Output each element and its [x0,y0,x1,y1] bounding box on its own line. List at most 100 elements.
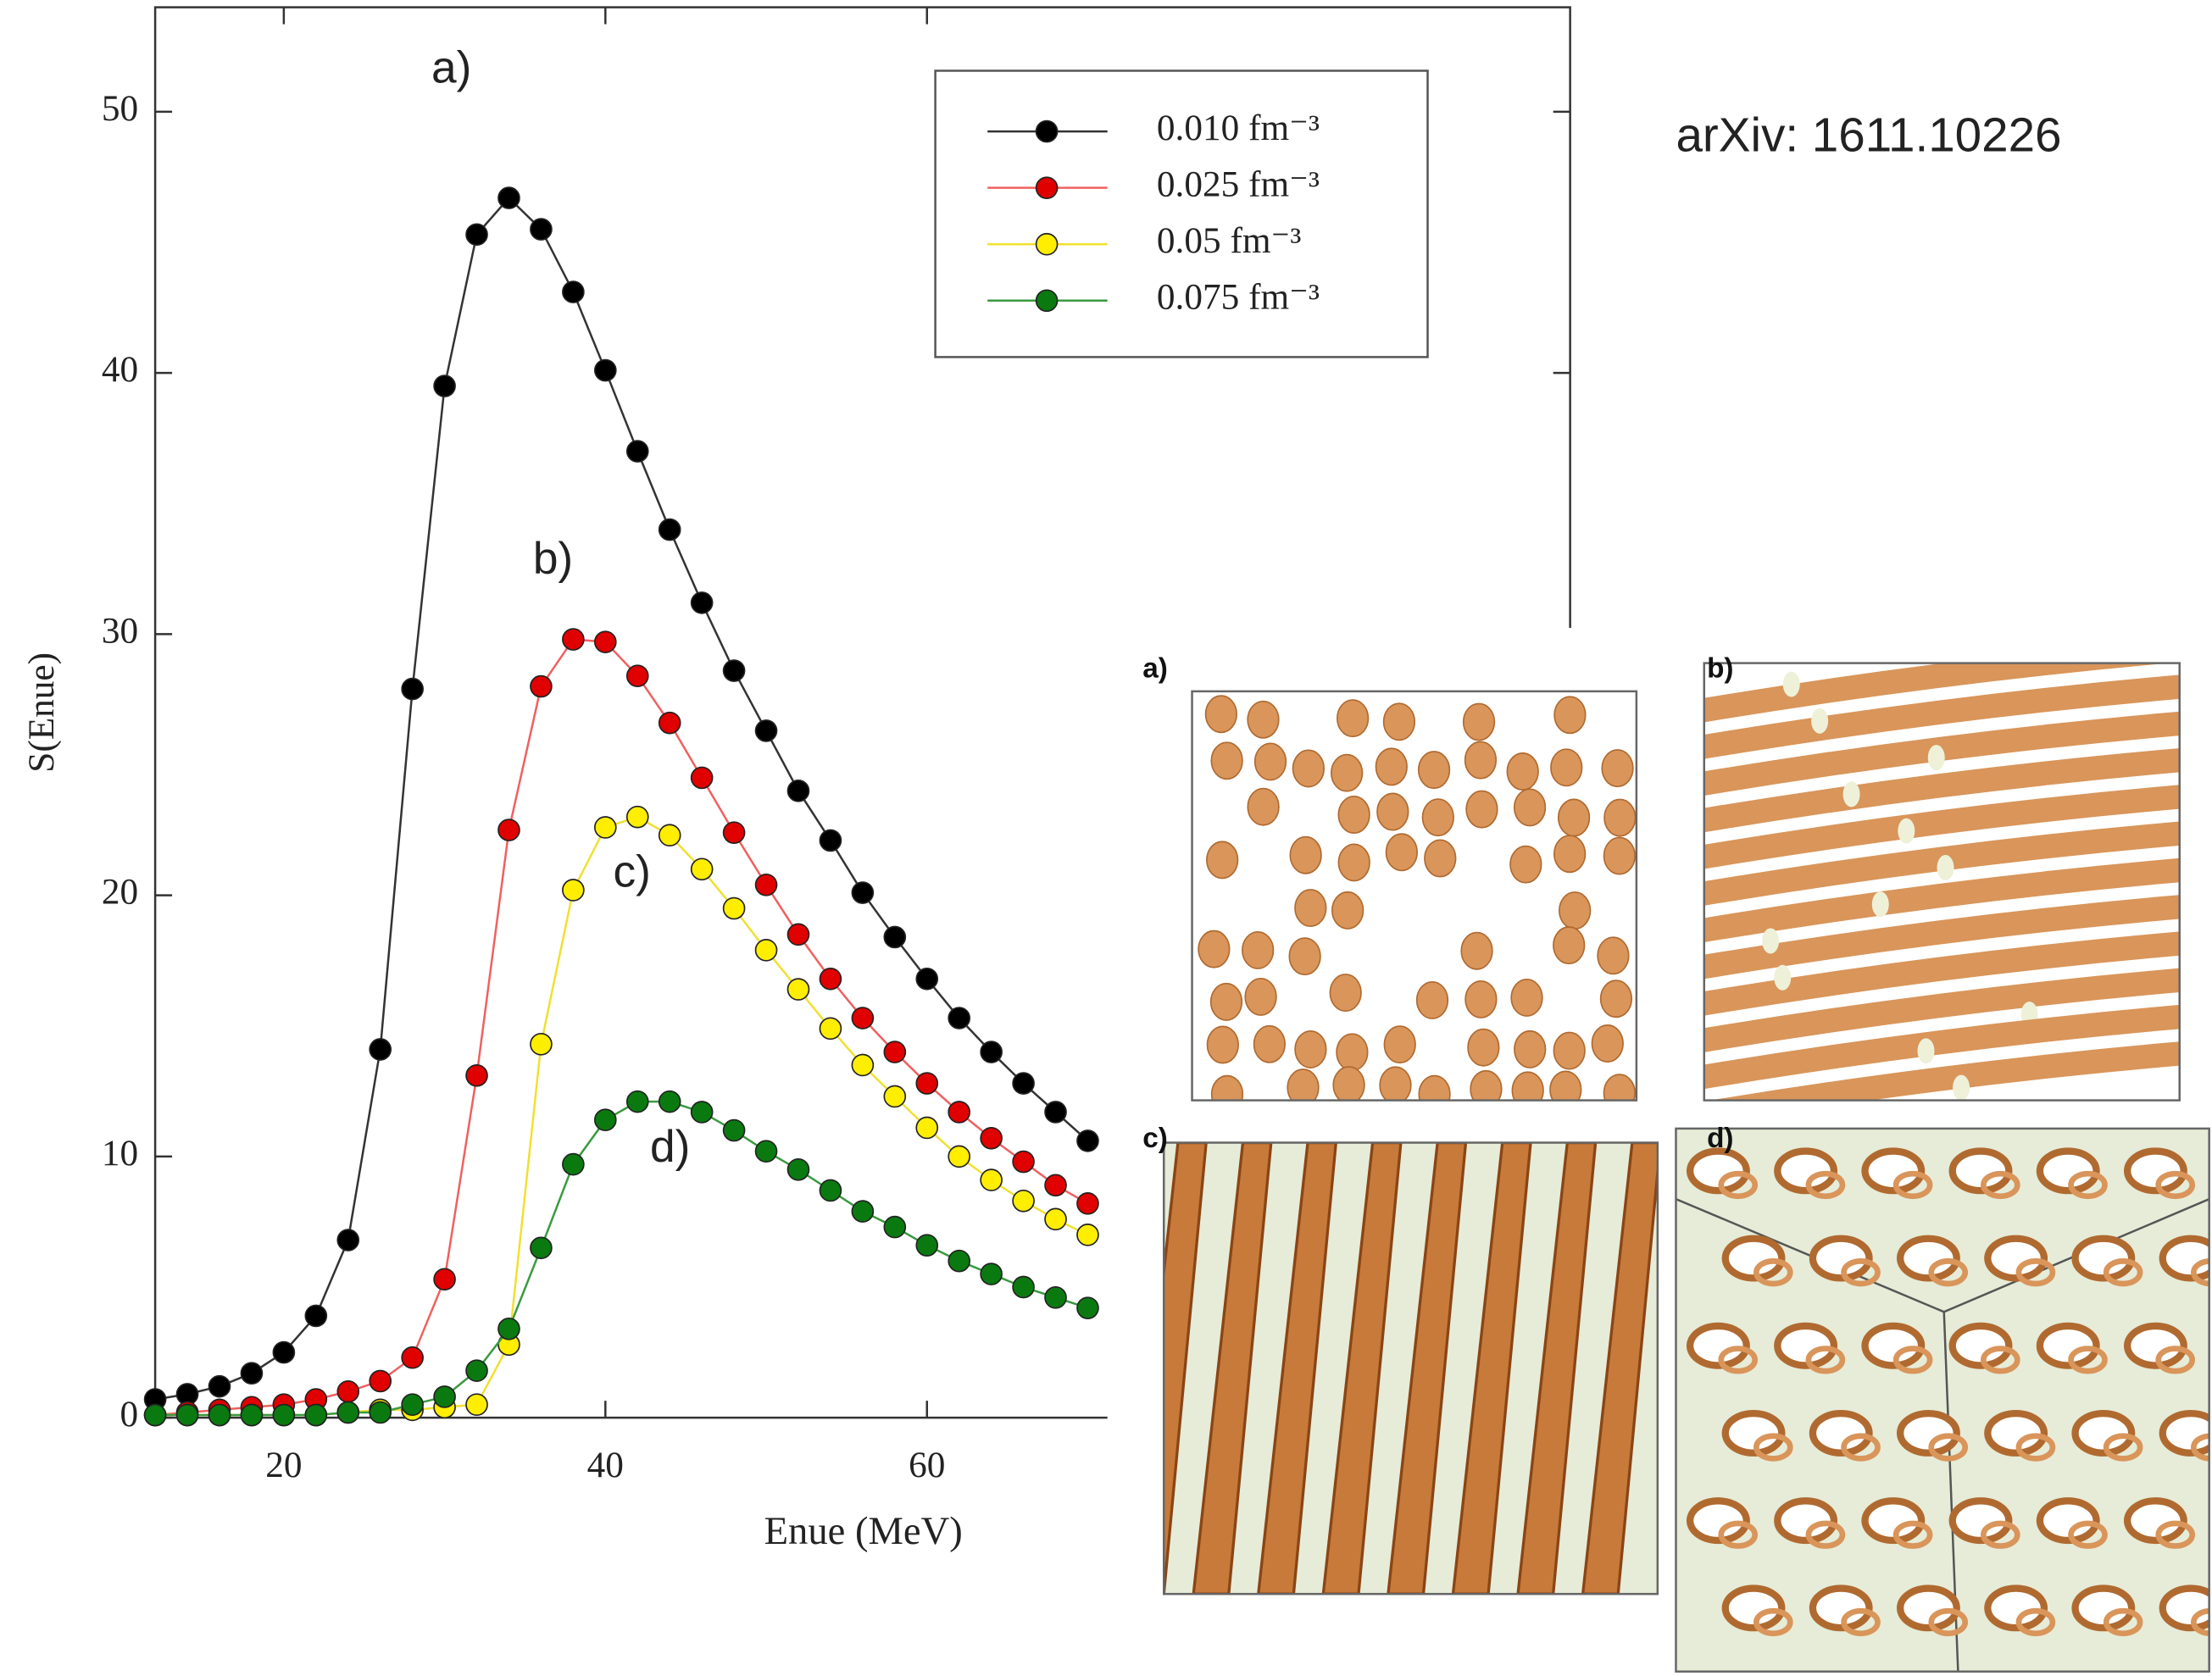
texture-blob [1592,1025,1623,1062]
legend-label: 0.025 fm⁻³ [1157,164,1320,205]
texture-blob [1510,846,1542,883]
data-point [724,898,745,919]
texture-blob [1338,844,1370,880]
texture-blob [1255,743,1287,780]
y-tick-label: 30 [102,610,138,651]
texture-hole [1690,1152,1747,1191]
data-point [916,1117,937,1138]
data-point [209,1405,231,1426]
data-point [1013,1073,1034,1094]
texture-blob [1248,702,1279,738]
data-point [820,830,841,851]
data-point [981,1128,1002,1149]
data-point [787,979,809,1000]
data-point [787,1159,809,1180]
data-point [627,665,648,686]
data-point [498,819,520,841]
panel-label: c) [1142,1123,1168,1154]
data-point [981,1263,1002,1285]
data-point [627,441,648,462]
data-point [305,1405,326,1426]
data-point [724,660,745,681]
data-point [595,817,616,838]
data-point [1077,1297,1098,1318]
texture-blob [1461,933,1492,969]
data-point [1013,1277,1034,1298]
texture-blob [1384,703,1415,740]
data-point [370,1370,391,1391]
texture-hole [2040,1501,2097,1540]
data-point [724,822,745,843]
data-point [981,1169,1002,1190]
legend-marker [1037,121,1058,142]
data-point [1013,1152,1034,1173]
texture-blob [1514,789,1546,825]
data-point [595,360,616,381]
texture-hole [2163,1239,2212,1279]
legend-marker [1037,234,1058,255]
panel-label: b) [1707,653,1733,685]
texture-hole [1777,1326,1834,1366]
texture-blob [1554,696,1586,733]
legend-label: 0.010 fm⁻³ [1157,108,1320,148]
texture-blob [1468,1029,1499,1066]
texture-hole [2076,1589,2132,1629]
page: {"chart_data": {"type": "line", "x_label… [0,0,2212,1676]
data-point [498,1318,520,1340]
texture-cap [1783,672,1800,697]
legend-marker [1037,290,1058,311]
texture-hole [1865,1152,1922,1191]
y-tick-label: 20 [102,872,138,913]
texture-blob [1245,979,1276,1015]
data-point [531,219,552,240]
data-point [531,1237,552,1258]
data-point [563,281,584,302]
data-point [595,631,616,652]
data-point [1077,1224,1098,1246]
texture-blob [1211,984,1242,1020]
pasta-panel: b) [1690,649,2193,1116]
texture-cap [1937,855,1954,880]
arxiv-note: arXiv: 1611.10226 [1676,108,2061,161]
data-point [434,1386,455,1407]
texture-blob [1598,937,1629,974]
legend-label: 0.075 fm⁻³ [1157,277,1320,318]
data-point [852,1007,873,1029]
texture-blob [1511,980,1542,1016]
texture-cap [1872,891,1889,917]
data-point [177,1405,198,1426]
data-point [1045,1102,1066,1123]
y-tick-label: 50 [102,88,138,129]
data-point [595,1109,616,1130]
texture-blob [1553,927,1585,963]
texture-blob [1559,799,1590,835]
data-point [563,629,584,650]
data-point [916,1073,937,1094]
data-point [337,1381,358,1402]
pasta-panel: a) [1142,653,1637,1113]
data-point [531,676,552,697]
data-point [948,1251,970,1272]
texture-blob [1417,982,1448,1018]
texture-hole [1865,1326,1922,1366]
annotation: d) [650,1122,690,1172]
data-point [756,874,777,896]
data-point [466,1065,487,1086]
data-point [1045,1174,1066,1196]
texture-hole [1900,1589,1957,1629]
data-point [756,1140,777,1162]
texture-blob [1206,696,1237,732]
pasta-panel: d) [1676,1123,2212,1672]
texture-hole [2040,1326,2097,1366]
data-point [627,1091,648,1113]
y-axis-label: S(Enue) [21,652,62,773]
y-tick-label: 0 [119,1394,138,1435]
texture-blob [1554,835,1586,872]
texture-blob [1242,932,1274,968]
annotation: a) [431,43,471,93]
series-line [155,817,1087,1415]
data-point [948,1007,970,1029]
data-point [724,1120,745,1141]
data-point [884,1041,905,1063]
pasta-panel: c) [1129,1123,1661,1594]
